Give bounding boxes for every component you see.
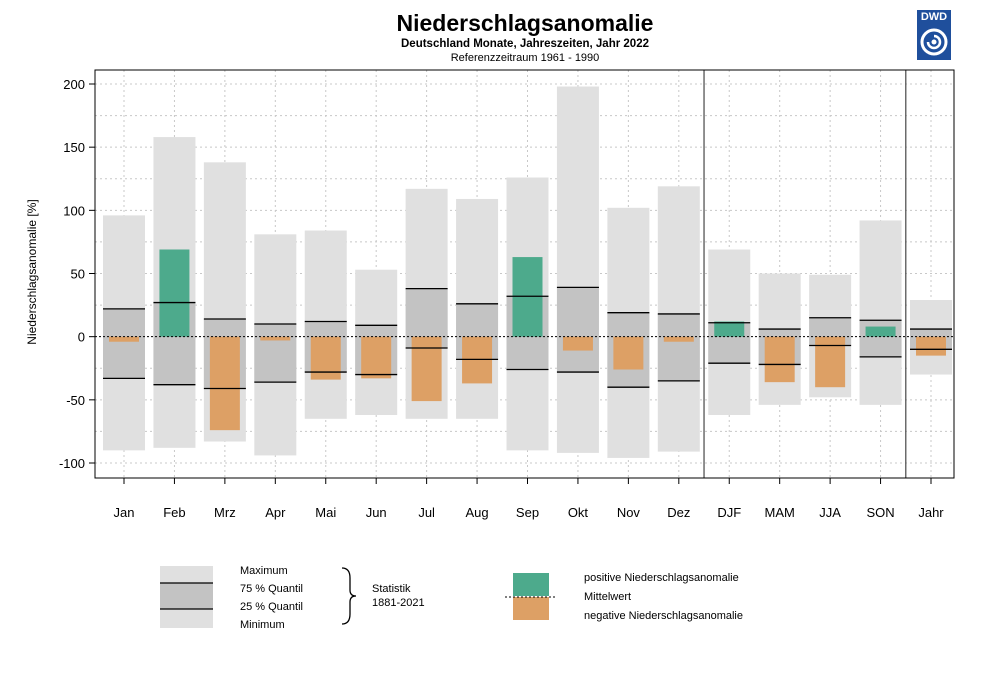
anomaly-bar [663,336,694,342]
y-axis: -100 -50 0 50 100 150 200 [59,77,95,471]
x-tick-label: Sep [516,505,539,520]
legend-negative-swatch [513,597,549,620]
category-group-mai [304,230,347,419]
category-group-djf [708,249,751,415]
anomaly-bar [764,336,795,383]
anomaly-bar [159,249,190,337]
x-tick-label: Jahr [918,505,944,520]
x-tick-label: Mrz [214,505,236,520]
anomaly-bar [916,336,946,356]
anomaly-bar [310,336,341,380]
legend-range-dark [160,583,213,609]
anomaly-bar [209,336,240,431]
anomaly-bar [613,336,644,370]
x-tick-label: Aug [465,505,488,520]
chart-title: Niederschlagsanomalie [396,10,654,36]
category-group-son [859,220,902,405]
y-tick-label: -100 [59,456,85,471]
x-tick-label: MAM [765,505,795,520]
separators [703,70,907,478]
legend-brace [341,567,357,625]
x-tick-label: Mai [315,505,336,520]
category-group-aug [456,198,499,419]
x-tick-label: DJF [717,505,741,520]
range-bar [859,220,902,405]
anomaly-bar [714,321,745,337]
anomaly-bar [411,336,442,402]
y-tick-label: 50 [71,267,85,282]
legend-q25: 25 % Quantil [240,601,303,613]
category-group-jahr [910,300,952,375]
anomaly-bar [361,336,392,379]
legend-negative: negative Niederschlagsanomalie [584,610,743,622]
y-axis-label: Niederschlagsanomalie [%] [25,199,39,344]
legend-positive: positive Niederschlagsanomalie [584,572,739,584]
y-tick-label: 100 [63,203,85,218]
anomaly-bar [562,336,593,351]
bars [95,86,954,458]
category-group-jan [103,215,145,451]
legend-mittelwert: Mittelwert [584,591,631,603]
legend-statistik: Statistik [372,583,411,595]
category-group-dez [657,186,700,452]
y-tick-label: -50 [66,393,85,408]
anomaly-bar [260,336,291,341]
x-tick-label: Nov [617,505,641,520]
category-group-sep [506,177,549,451]
category-group-mrz [203,162,246,442]
x-tick-label: Apr [265,505,286,520]
category-group-apr [254,234,297,456]
x-tick-label: Okt [568,505,589,520]
y-tick-label: 0 [78,330,85,345]
swirl-icon [920,28,948,56]
category-group-okt [556,86,599,453]
anomaly-bar [865,326,896,337]
legend-q75: 75 % Quantil [240,583,303,595]
logo-text: DWD [920,11,948,23]
quartile-bar [859,320,902,357]
range-bar [556,86,599,453]
category-group-nov [607,207,650,458]
anomaly-bar [109,336,139,342]
category-group-jja [809,274,852,398]
x-axis: Jan Feb Mrz Apr Mai Jun Jul Aug Sep Okt Nov Dez DJF M… [114,478,944,520]
legend: Maximum 75 % Quantil 25 % Quantil Minimu… [160,565,743,631]
quartile-bar [254,324,297,383]
x-tick-label: JJA [819,505,841,520]
quartile-bar [556,287,599,373]
category-group-jul [405,188,448,419]
reference-period: Referenzzeitraum 1961 - 1990 [450,52,600,64]
x-tick-label: Jun [366,505,387,520]
category-group-mam [758,273,801,405]
x-tick-label: Feb [163,505,185,520]
anomaly-bar [815,336,846,388]
legend-minimum: Minimum [240,619,285,631]
y-tick-label: 200 [63,77,85,92]
x-tick-label: SON [866,505,894,520]
x-tick-label: Dez [667,505,690,520]
category-group-feb [153,137,196,448]
chart-subtitle: Deutschland Monate, Jahreszeiten, Jahr 2… [401,38,649,50]
y-tick-label: 150 [63,140,85,155]
quartile-bar [103,308,145,379]
legend-positive-swatch [513,573,549,596]
x-tick-label: Jan [114,505,135,520]
x-tick-label: Jul [418,505,435,520]
legend-statistik-period: 1881-2021 [372,597,425,609]
legend-maximum: Maximum [240,565,288,577]
category-group-jun [355,269,398,415]
quartile-bar [657,313,700,381]
dwd-logo: DWD [917,10,951,60]
